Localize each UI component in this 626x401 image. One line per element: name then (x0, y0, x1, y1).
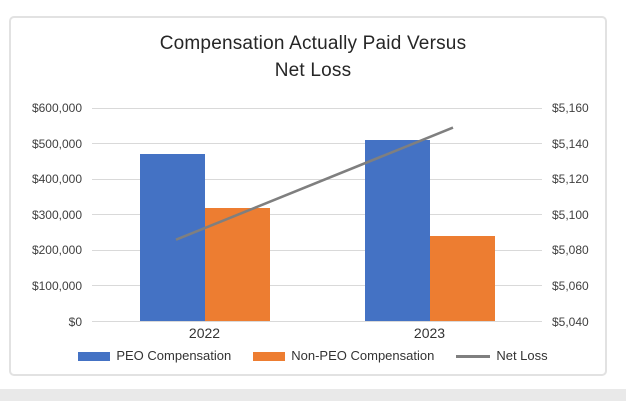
peo-compensation-bar-2022 (139, 154, 205, 322)
y-axis-label-right: $5,160 (552, 101, 589, 115)
y-axis-label-right: $5,060 (552, 278, 589, 293)
gridline (92, 285, 542, 287)
legend-item-non-peo-compensation: Non-PEO Compensation (253, 348, 434, 364)
y-axis-label-right: $5,040 (552, 314, 589, 329)
y-axis-label-right: $5,100 (552, 207, 589, 222)
y-axis-label-right: $5,080 (552, 243, 589, 258)
y-axis-label-left: $600,000 (31, 101, 82, 115)
legend-item-net-loss: Net Loss (456, 348, 548, 364)
y-axis-label-left: $300,000 (31, 207, 82, 222)
non-peo-compensation-swatch-icon (253, 351, 286, 361)
chart-title-line-2: Net Loss (274, 60, 352, 81)
y-axis-label-right: $5,120 (552, 172, 589, 187)
x-axis-label-2022: 2022 (188, 324, 221, 341)
gridline (92, 143, 542, 145)
peo-compensation-bar-2023 (364, 140, 430, 322)
x-axis-label-2023: 2023 (413, 324, 446, 341)
y-axis-label-left: $200,000 (31, 243, 82, 258)
peo-compensation-swatch-icon (78, 351, 111, 361)
chart-legend: PEO Compensation Non-PEO Compensation Ne… (0, 346, 626, 366)
legend-item-peo-compensation: PEO Compensation (78, 348, 231, 364)
page-bottom-strip (0, 389, 626, 401)
y-axis-label-left: $100,000 (31, 278, 82, 293)
legend-label-net-loss: Net Loss (496, 348, 548, 363)
y-axis-label-left: $400,000 (31, 172, 82, 187)
legend-label-peo-compensation: PEO Compensation (116, 348, 232, 363)
y-axis-label-left: $500,000 (31, 136, 82, 151)
gridline (92, 107, 542, 109)
gridline (92, 249, 542, 251)
chart-title: Compensation Actually Paid Versus Net Lo… (0, 30, 626, 84)
y-axis-label-left: $0 (68, 314, 82, 329)
non-peo-compensation-bar-2023 (429, 236, 495, 322)
gridline (92, 321, 542, 322)
y-axis-label-right: $5,140 (552, 136, 589, 151)
legend-label-non-peo-compensation: Non-PEO Compensation (291, 348, 435, 363)
chart-title-line-1: Compensation Actually Paid Versus (159, 33, 467, 54)
net-loss-swatch-icon (456, 354, 491, 358)
non-peo-compensation-bar-2022 (204, 208, 270, 322)
